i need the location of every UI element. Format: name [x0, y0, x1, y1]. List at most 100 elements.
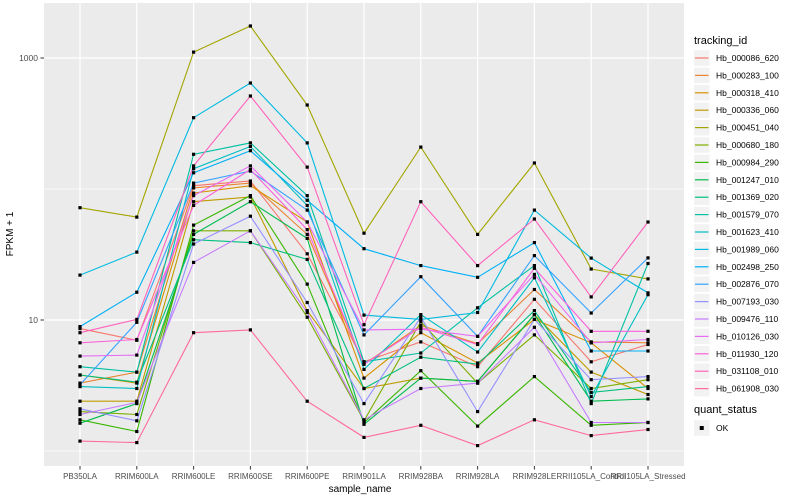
- legend-item-Hb_000336_060: Hb_000336_060: [694, 102, 779, 118]
- data-point: [248, 144, 252, 149]
- series-points-Hb_002498_250: [78, 149, 650, 353]
- data-point: [362, 360, 366, 364]
- data-point: [589, 423, 593, 427]
- x-tick-label: PB350LA: [63, 472, 97, 481]
- data-point: [589, 399, 593, 403]
- data-point: [646, 342, 650, 347]
- data-point: [248, 94, 252, 98]
- data-point: [419, 313, 423, 317]
- data-point: [78, 273, 82, 277]
- data-point: [135, 429, 139, 434]
- data-point: [305, 208, 309, 212]
- data-point: [78, 381, 82, 385]
- data-point: [646, 386, 650, 391]
- data-point: [646, 329, 650, 333]
- data-point: [419, 355, 423, 359]
- data-point: [532, 287, 536, 292]
- data-point: [192, 191, 196, 195]
- data-point: [135, 380, 139, 384]
- series-points-Hb_009476_110: [78, 229, 650, 425]
- data-point: [589, 295, 593, 299]
- legend-item-label: Hb_007193_030: [716, 297, 779, 307]
- data-point: [419, 145, 423, 149]
- data-point: [135, 419, 139, 423]
- series-points-Hb_031108_010: [78, 94, 650, 335]
- data-point: [192, 331, 196, 335]
- quant-status-legend-title: quant_status: [694, 404, 757, 416]
- legend-item-Hb_009476_110: Hb_009476_110: [694, 311, 779, 327]
- data-point: [532, 264, 536, 268]
- data-point: [192, 50, 196, 54]
- data-point: [589, 420, 593, 425]
- legend-item-label: Hb_001247_010: [716, 175, 779, 185]
- data-point: [532, 266, 536, 270]
- data-point: [135, 215, 139, 219]
- series-points-Hb_000451_040: [78, 24, 650, 281]
- data-point: [248, 169, 252, 173]
- data-point: [78, 206, 82, 210]
- data-point: [476, 444, 480, 448]
- data-point: [362, 313, 366, 317]
- data-point: [362, 422, 366, 426]
- y-axis-title: FPKM + 1: [5, 211, 16, 256]
- data-point: [192, 223, 196, 227]
- data-point: [248, 214, 252, 218]
- data-point: [135, 412, 139, 417]
- data-point: [362, 323, 366, 327]
- data-point: [135, 353, 139, 357]
- data-point: [419, 315, 423, 319]
- data-point: [646, 378, 650, 382]
- data-point: [78, 410, 82, 414]
- data-point: [192, 232, 196, 236]
- data-point: [419, 340, 423, 344]
- data-point: [248, 241, 252, 245]
- data-point: [248, 229, 252, 233]
- series-points-Hb_001369_020: [78, 238, 650, 394]
- data-point: [78, 412, 82, 417]
- legend-item-Hb_010126_030: Hb_010126_030: [694, 328, 779, 345]
- legend-item-label: Hb_009476_110: [716, 314, 779, 324]
- data-point: [532, 317, 536, 321]
- x-tick-label: RRII105LA_Control: [557, 472, 627, 481]
- data-point: [646, 375, 650, 379]
- data-point: [135, 400, 139, 404]
- x-tick-label: RRIM928LE: [513, 472, 557, 481]
- data-point: [192, 203, 196, 207]
- data-point: [78, 385, 82, 389]
- x-tick-label: RRIM928BA: [399, 472, 444, 481]
- data-point: [362, 376, 366, 380]
- legend-item-label: Hb_000086_620: [716, 53, 779, 63]
- data-point: [646, 261, 650, 266]
- data-point: [192, 116, 196, 120]
- x-axis-title: sample_name: [329, 484, 392, 495]
- data-point: [248, 141, 252, 145]
- data-point: [646, 293, 650, 297]
- data-point: [589, 395, 593, 399]
- data-point: [362, 386, 366, 391]
- data-point: [532, 333, 536, 337]
- data-point: [248, 181, 252, 185]
- legend-item-Hb_001989_060: Hb_001989_060: [694, 241, 779, 258]
- data-point: [419, 327, 423, 331]
- legend-item-Hb_011930_120: Hb_011930_120: [694, 346, 779, 362]
- series-points-Hb_001623_410: [78, 144, 650, 399]
- data-point: [248, 24, 252, 28]
- data-point: [305, 103, 309, 107]
- data-point: [476, 410, 480, 414]
- data-point: [362, 435, 366, 439]
- y-tick-label: 10: [29, 315, 39, 325]
- data-point: [646, 349, 650, 353]
- data-point: [532, 241, 536, 245]
- data-point: [419, 317, 423, 321]
- data-point: [419, 320, 423, 324]
- data-point: [135, 386, 139, 391]
- data-point: [78, 421, 82, 425]
- quant-key-point: [699, 426, 704, 430]
- data-point: [248, 179, 252, 183]
- data-point: [248, 200, 252, 204]
- data-point: [532, 418, 536, 422]
- data-point: [362, 418, 366, 422]
- data-point: [476, 424, 480, 428]
- data-point: [589, 349, 593, 353]
- legend-item-Hb_061908_030: Hb_061908_030: [694, 380, 779, 397]
